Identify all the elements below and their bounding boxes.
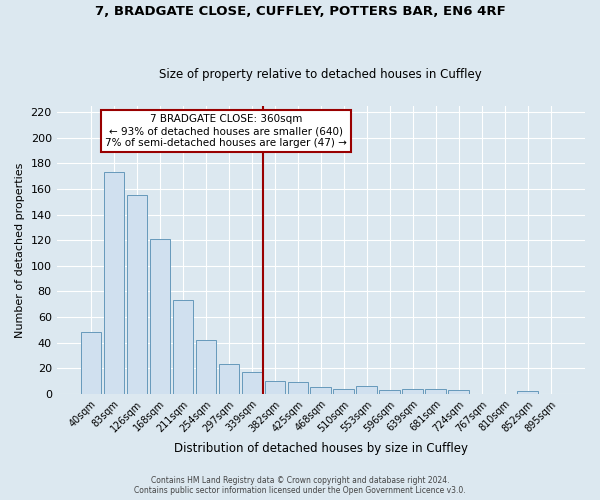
Bar — [287, 382, 308, 394]
Bar — [403, 389, 423, 394]
Bar — [448, 390, 469, 394]
Bar — [196, 340, 216, 394]
Y-axis label: Number of detached properties: Number of detached properties — [15, 162, 25, 338]
Bar — [265, 381, 285, 394]
Text: 7 BRADGATE CLOSE: 360sqm
← 93% of detached houses are smaller (640)
7% of semi-d: 7 BRADGATE CLOSE: 360sqm ← 93% of detach… — [105, 114, 347, 148]
Title: Size of property relative to detached houses in Cuffley: Size of property relative to detached ho… — [160, 68, 482, 81]
Bar — [379, 390, 400, 394]
Bar — [425, 389, 446, 394]
Bar — [356, 386, 377, 394]
Bar — [80, 332, 101, 394]
Bar — [242, 372, 262, 394]
Bar — [517, 392, 538, 394]
Bar — [149, 239, 170, 394]
Text: 7, BRADGATE CLOSE, CUFFLEY, POTTERS BAR, EN6 4RF: 7, BRADGATE CLOSE, CUFFLEY, POTTERS BAR,… — [95, 5, 505, 18]
Bar — [310, 388, 331, 394]
Bar — [104, 172, 124, 394]
Bar — [334, 389, 354, 394]
Bar — [127, 196, 148, 394]
X-axis label: Distribution of detached houses by size in Cuffley: Distribution of detached houses by size … — [174, 442, 468, 455]
Text: Contains HM Land Registry data © Crown copyright and database right 2024.
Contai: Contains HM Land Registry data © Crown c… — [134, 476, 466, 495]
Bar — [173, 300, 193, 394]
Bar — [218, 364, 239, 394]
